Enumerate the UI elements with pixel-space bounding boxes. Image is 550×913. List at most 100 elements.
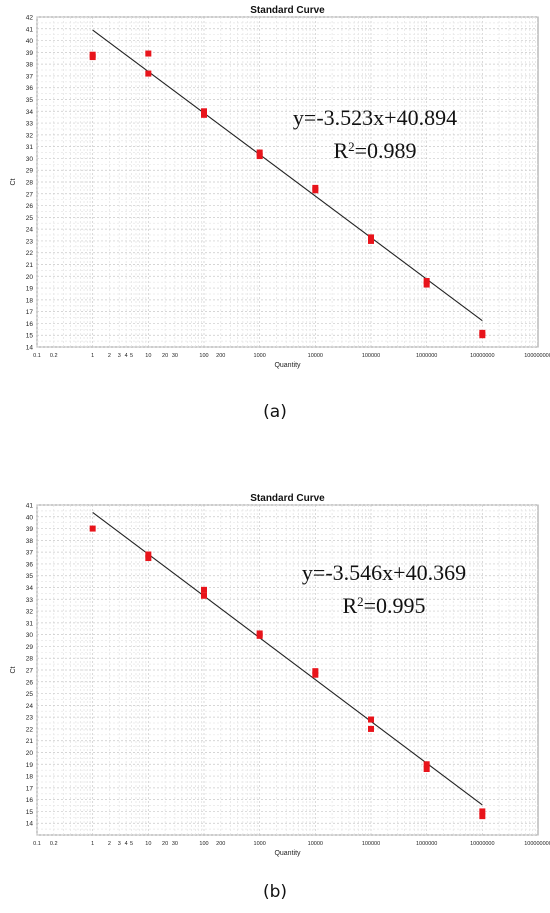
y-tick-label: 19 <box>26 762 34 769</box>
y-tick-label: 27 <box>26 191 34 198</box>
y-tick-label: 30 <box>26 632 34 639</box>
x-tick-label: 4 <box>125 841 128 847</box>
x-axis-label: Quantity <box>274 850 301 857</box>
r-squared-label: R2=0.989 <box>333 138 416 163</box>
data-point <box>423 278 430 284</box>
y-tick-label: 24 <box>26 227 34 234</box>
data-point <box>256 153 263 160</box>
chart-title: Standard Curve <box>250 5 325 16</box>
x-tick-label: 5 <box>130 841 133 847</box>
y-tick-label: 15 <box>26 809 34 816</box>
y-tick-label: 18 <box>26 774 34 781</box>
x-tick-label: 100000000 <box>524 841 550 847</box>
data-point <box>368 725 374 732</box>
y-tick-label: 29 <box>26 168 34 175</box>
x-tick-label: 1000000 <box>416 841 437 847</box>
y-tick-label: 32 <box>26 132 34 139</box>
y-tick-label: 37 <box>26 550 34 557</box>
x-tick-label: 2 <box>108 841 111 847</box>
r-squared-superscript: 2 <box>348 139 355 154</box>
y-tick-label: 42 <box>26 15 34 22</box>
x-axis-label: Quantity <box>274 362 301 369</box>
x-tick-label: 200 <box>216 841 225 847</box>
x-tick-label: 10000000 <box>470 841 494 847</box>
y-tick-label: 29 <box>26 644 34 651</box>
y-tick-label: 28 <box>26 656 34 663</box>
panel-label-b: (b) <box>262 882 288 902</box>
standard-curve-chart-b: Standard Curve14151617181920212223242526… <box>10 493 550 857</box>
grid <box>36 16 538 348</box>
x-tick-label: 3 <box>118 841 121 847</box>
r-squared-label: R2=0.995 <box>342 593 425 618</box>
x-tick-label: 10 <box>145 841 151 847</box>
x-tick-label: 1 <box>91 353 94 359</box>
y-tick-label: 19 <box>26 286 34 293</box>
x-tick-label: 200 <box>216 353 225 359</box>
x-tick-label: 3 <box>118 353 121 359</box>
y-axis-label: Ct <box>10 178 17 185</box>
data-point <box>368 716 374 723</box>
y-tick-label: 23 <box>26 715 34 722</box>
x-tick-label: 30 <box>172 841 178 847</box>
data-point <box>145 555 152 562</box>
data-point <box>312 668 319 675</box>
data-point <box>423 761 430 768</box>
x-tick-label: 10000000 <box>470 353 494 359</box>
data-point <box>89 54 96 61</box>
data-point <box>256 149 263 156</box>
y-axis-label: Ct <box>10 666 17 673</box>
y-tick-label: 18 <box>26 297 34 304</box>
x-tick-label: 1 <box>91 841 94 847</box>
x-tick-label: 30 <box>172 353 178 359</box>
x-tick-label: 0.2 <box>50 841 58 847</box>
y-tick-label: 41 <box>26 26 34 33</box>
y-tick-label: 33 <box>26 121 34 128</box>
data-point <box>145 551 152 558</box>
x-tick-label: 5 <box>130 353 133 359</box>
panel-label-a: (a) <box>263 402 287 422</box>
y-tick-label: 24 <box>26 703 34 710</box>
y-tick-label: 32 <box>26 609 34 616</box>
y-tick-label: 28 <box>26 180 34 187</box>
x-tick-label: 4 <box>125 353 128 359</box>
y-tick-label: 17 <box>26 309 34 316</box>
data-points <box>89 50 486 339</box>
y-tick-label: 41 <box>26 503 34 510</box>
y-tick-label: 35 <box>26 573 34 580</box>
x-tick-label: 0.1 <box>33 353 41 359</box>
r-squared-prefix: R <box>342 593 357 618</box>
y-tick-label: 25 <box>26 215 34 222</box>
r-squared-value: =0.989 <box>355 138 417 163</box>
x-tick-label: 100 <box>199 353 208 359</box>
y-tick-label: 20 <box>26 274 34 281</box>
y-tick-label: 34 <box>26 109 34 116</box>
x-tick-label: 10 <box>145 353 151 359</box>
equation-label: y=-3.523x+40.894 <box>293 105 457 130</box>
y-tick-label: 36 <box>26 85 34 92</box>
y-tick-label: 21 <box>26 262 34 269</box>
data-points <box>89 525 486 820</box>
y-tick-label: 25 <box>26 691 34 698</box>
y-tick-label: 26 <box>26 203 34 210</box>
chart-title: Standard Curve <box>250 493 325 504</box>
y-tick-label: 35 <box>26 97 34 104</box>
x-tick-label: 100000 <box>362 841 380 847</box>
data-point <box>201 108 207 115</box>
x-tick-label: 1000000 <box>416 353 437 359</box>
data-point <box>479 813 486 820</box>
y-tick-label: 34 <box>26 585 34 592</box>
y-tick-label: 31 <box>26 620 34 627</box>
data-point <box>145 70 152 77</box>
r-squared-value: =0.995 <box>364 593 426 618</box>
y-tick-label: 38 <box>26 62 34 69</box>
x-tick-label: 20 <box>162 353 168 359</box>
x-tick-label: 1000 <box>254 841 266 847</box>
y-tick-label: 14 <box>26 345 34 352</box>
y-tick-label: 21 <box>26 738 34 745</box>
data-point <box>368 237 374 244</box>
y-tick-label: 40 <box>26 514 34 521</box>
r-squared-prefix: R <box>333 138 348 163</box>
y-tick-label: 22 <box>26 250 34 257</box>
x-tick-label: 2 <box>108 353 111 359</box>
grid <box>36 504 538 836</box>
